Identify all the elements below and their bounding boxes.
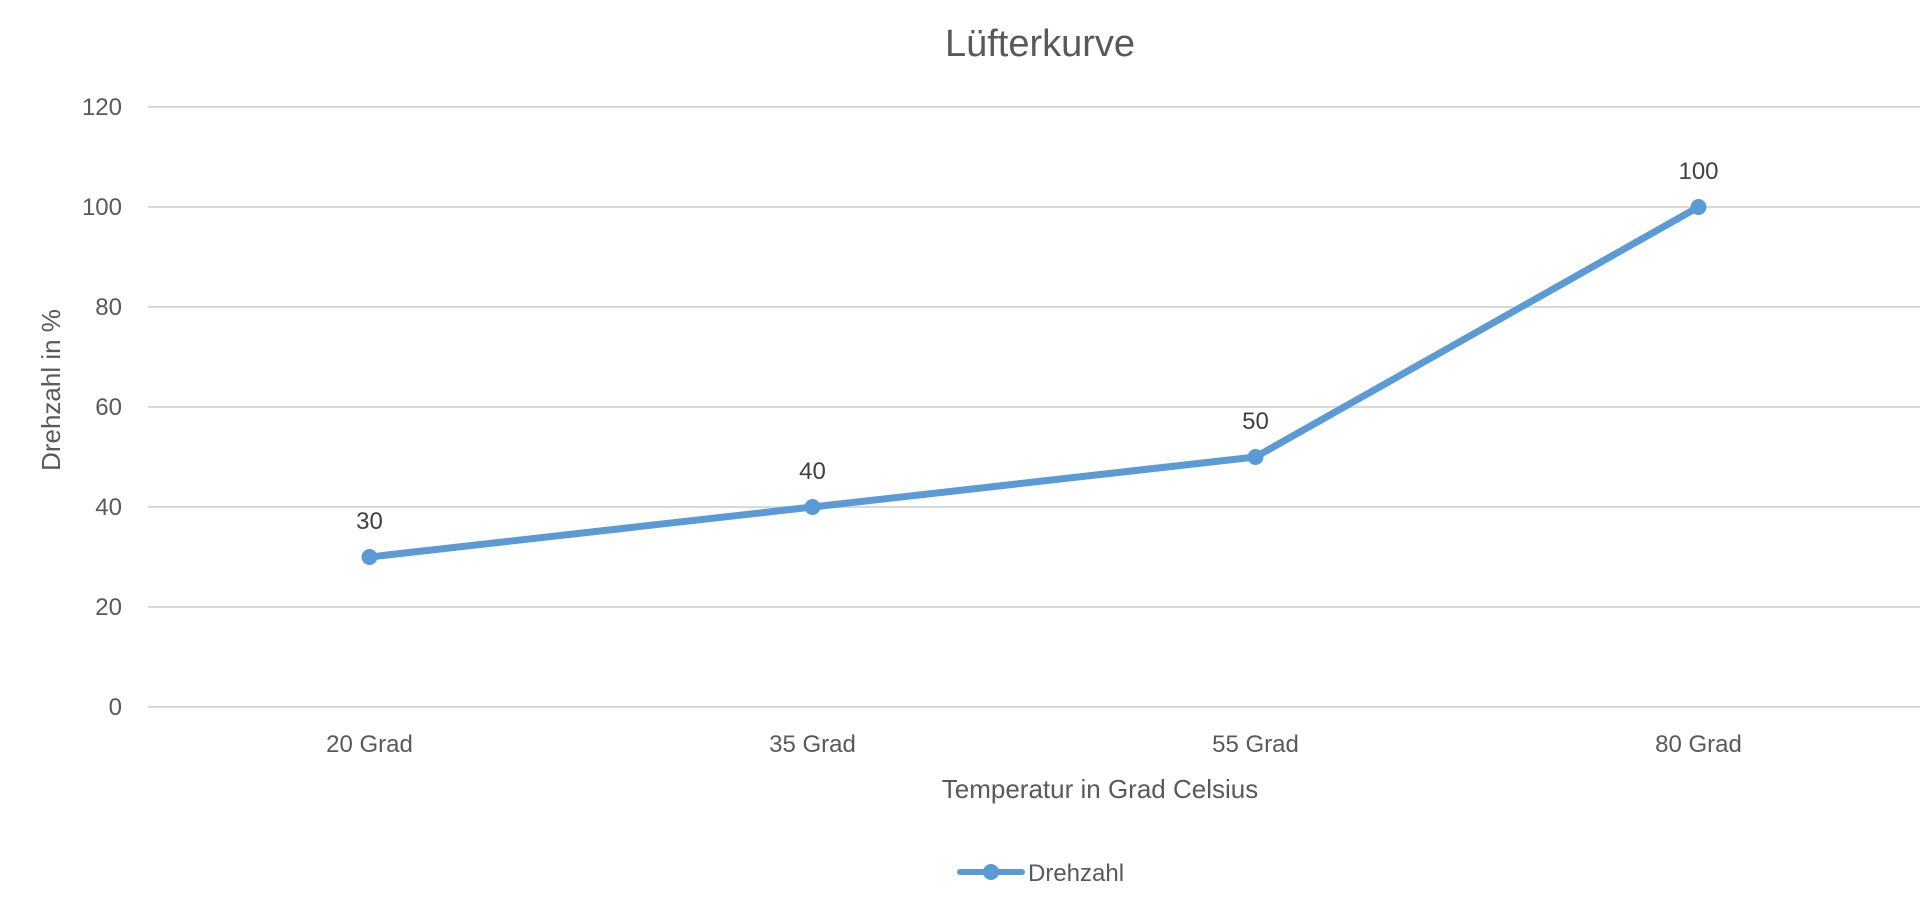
- x-tick-label: 20 Grad: [326, 731, 413, 758]
- y-axis-ticks: 0 20 40 60 80 100 120: [82, 94, 122, 721]
- x-axis-ticks: 20 Grad 35 Grad 55 Grad 80 Grad: [326, 731, 1742, 758]
- data-point: [1690, 199, 1707, 215]
- series-line: [366, 203, 1702, 561]
- data-point: [804, 499, 821, 515]
- data-label: 100: [1678, 158, 1718, 185]
- legend: Drehzahl: [957, 860, 1124, 887]
- x-tick-label: 55 Grad: [1212, 731, 1299, 758]
- x-axis-title: Temperatur in Grad Celsius: [942, 774, 1258, 804]
- y-tick-label: 0: [109, 694, 122, 721]
- y-tick-label: 120: [82, 94, 122, 121]
- legend-dot-marker: [983, 864, 999, 880]
- series-drehzahl: [361, 199, 1707, 565]
- data-label: 30: [356, 508, 383, 535]
- y-tick-label: 100: [82, 194, 122, 221]
- chart-title: Lüfterkurve: [945, 23, 1135, 65]
- legend-label-drehzahl: Drehzahl: [1028, 860, 1124, 887]
- y-tick-label: 20: [95, 594, 122, 621]
- x-tick-label: 80 Grad: [1655, 731, 1742, 758]
- y-axis-title: Drehzahl in %: [36, 309, 66, 471]
- x-tick-label: 35 Grad: [769, 731, 856, 758]
- data-point: [361, 549, 378, 565]
- data-label: 50: [1242, 408, 1269, 435]
- y-tick-label: 40: [95, 494, 122, 521]
- gridlines: [148, 106, 1920, 708]
- data-label: 40: [799, 458, 826, 485]
- data-labels: 30 40 50 100: [356, 158, 1718, 535]
- y-tick-label: 60: [95, 394, 122, 421]
- y-tick-label: 80: [95, 294, 122, 321]
- data-point: [1247, 449, 1264, 465]
